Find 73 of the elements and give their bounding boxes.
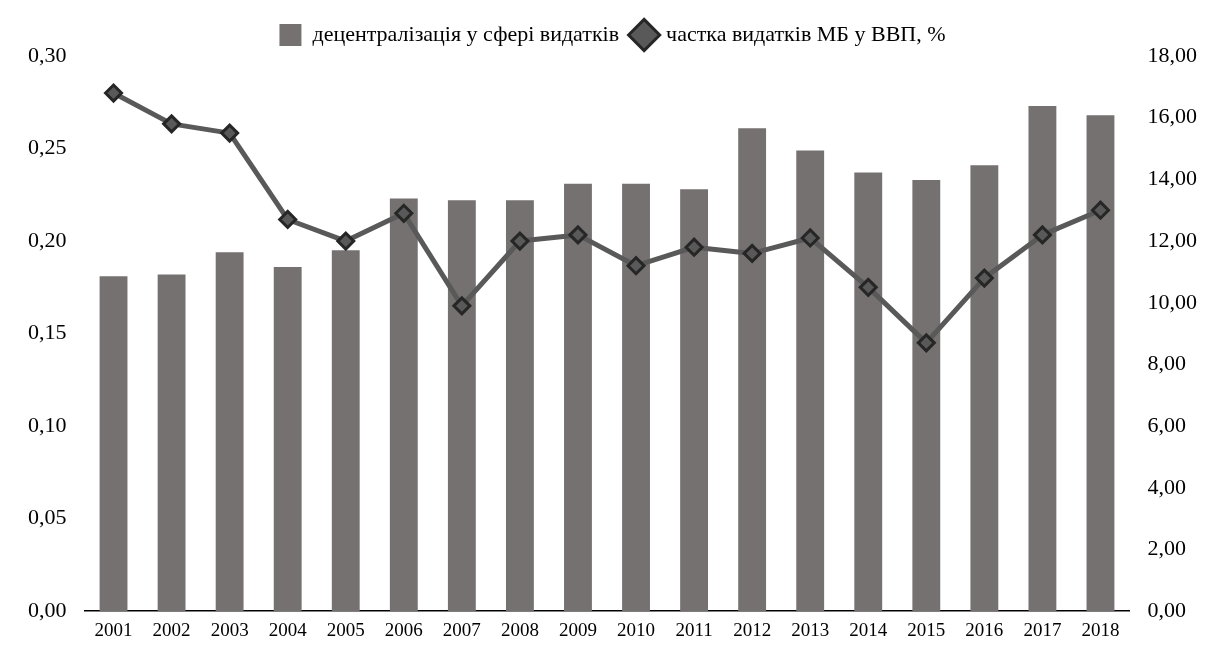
y-tick-label: 0,10 xyxy=(28,411,67,437)
point xyxy=(336,231,356,251)
x-tick-label: 2007 xyxy=(442,618,481,640)
bar xyxy=(564,183,592,612)
bar xyxy=(970,165,999,612)
x-tick-label: 2013 xyxy=(791,618,830,640)
x-tick-label: 2009 xyxy=(558,618,597,640)
y-tick-label: 0,25 xyxy=(28,134,67,160)
bar xyxy=(331,250,360,612)
y-tick-label: 0,20 xyxy=(28,226,67,252)
y2-tick-label: 8,00 xyxy=(1147,350,1186,376)
bar xyxy=(912,180,941,612)
bar xyxy=(99,276,128,612)
point xyxy=(452,296,472,316)
bar xyxy=(796,150,825,612)
x-tick-label: 2017 xyxy=(1023,618,1062,640)
point xyxy=(1032,225,1052,245)
bar xyxy=(738,128,767,612)
bar xyxy=(854,172,883,612)
y2-tick-label: 0,00 xyxy=(1147,596,1186,622)
x-tick-label: 2018 xyxy=(1081,618,1120,640)
bar xyxy=(157,274,186,612)
point xyxy=(162,114,182,134)
point xyxy=(858,277,878,297)
bar xyxy=(680,189,709,612)
bar xyxy=(505,200,534,612)
x-tick-label: 2004 xyxy=(268,618,308,640)
bar xyxy=(389,198,418,612)
x-tick-label: 2006 xyxy=(384,618,423,640)
point xyxy=(916,333,936,353)
y-tick-label: 0,00 xyxy=(28,596,67,622)
legend-label: частка видатків МБ у ВВП, % xyxy=(666,20,946,46)
x-tick-label: 2010 xyxy=(617,618,656,640)
y2-tick-label: 2,00 xyxy=(1147,535,1186,561)
x-tick-label: 2011 xyxy=(675,618,713,640)
bar xyxy=(1028,105,1057,612)
bar xyxy=(622,183,650,612)
point xyxy=(684,237,704,257)
y2-tick-label: 12,00 xyxy=(1147,226,1197,252)
x-tick-label: 2008 xyxy=(500,618,539,640)
x-tick-label: 2005 xyxy=(326,618,365,640)
point xyxy=(278,209,298,229)
x-tick-label: 2001 xyxy=(94,618,133,640)
point xyxy=(626,256,646,276)
bar xyxy=(215,252,244,612)
point xyxy=(742,243,762,263)
x-tick-label: 2002 xyxy=(152,618,191,640)
x-tick-label: 2016 xyxy=(965,618,1004,640)
x-tick-label: 2012 xyxy=(733,618,772,640)
y-tick-label: 0,05 xyxy=(28,504,67,530)
point xyxy=(104,83,124,103)
y2-tick-label: 6,00 xyxy=(1147,411,1186,437)
x-tick-label: 2014 xyxy=(849,618,888,640)
y2-tick-label: 18,00 xyxy=(1147,41,1197,67)
bar xyxy=(273,266,302,612)
y2-tick-label: 16,00 xyxy=(1147,103,1197,129)
point xyxy=(510,231,530,251)
x-tick-label: 2015 xyxy=(907,618,946,640)
point xyxy=(1090,200,1110,220)
point xyxy=(220,123,240,143)
y-tick-label: 0,15 xyxy=(28,319,67,345)
y-tick-label: 0,30 xyxy=(28,41,67,67)
y2-tick-label: 10,00 xyxy=(1147,288,1197,314)
bar xyxy=(447,200,476,612)
point xyxy=(974,268,994,288)
x-tick-label: 2003 xyxy=(210,618,249,640)
point xyxy=(394,203,414,223)
point xyxy=(800,228,820,248)
legend-label: децентралізація у сфері видатків xyxy=(312,20,620,46)
y2-tick-label: 4,00 xyxy=(1147,473,1186,499)
bar xyxy=(1086,115,1115,612)
y2-tick-label: 14,00 xyxy=(1147,165,1197,191)
point xyxy=(568,225,588,245)
